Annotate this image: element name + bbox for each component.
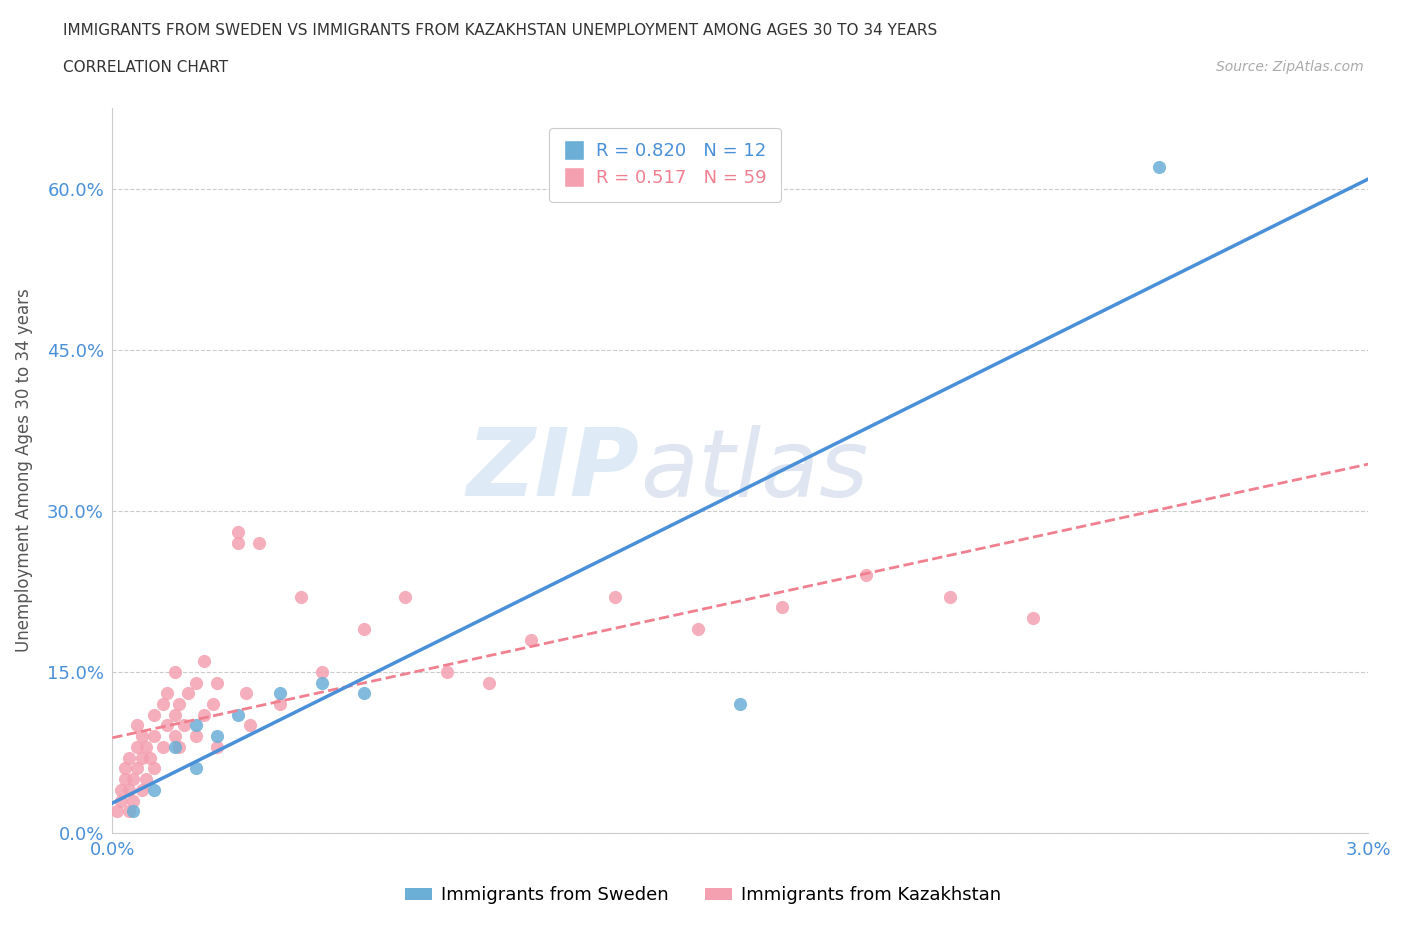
Point — [239, 718, 262, 733]
Point — [118, 751, 141, 765]
Point — [205, 729, 228, 744]
Point — [139, 751, 162, 765]
Point — [110, 793, 132, 808]
Point — [353, 621, 375, 636]
Point — [1022, 611, 1045, 626]
Point — [118, 782, 141, 797]
Point — [165, 729, 187, 744]
Point — [688, 621, 710, 636]
Point — [135, 772, 157, 787]
Point — [226, 536, 249, 551]
Legend: Immigrants from Sweden, Immigrants from Kazakhstan: Immigrants from Sweden, Immigrants from … — [398, 879, 1008, 911]
Point — [131, 751, 153, 765]
Point — [152, 697, 174, 711]
Point — [156, 685, 179, 700]
Point — [226, 525, 249, 539]
Text: atlas: atlas — [640, 425, 868, 516]
Point — [353, 685, 375, 700]
Point — [235, 685, 257, 700]
Point — [110, 782, 132, 797]
Point — [184, 718, 207, 733]
Point — [290, 590, 312, 604]
Point — [127, 739, 149, 754]
Point — [184, 761, 207, 776]
Point — [201, 697, 224, 711]
Point — [520, 632, 543, 647]
Text: IMMIGRANTS FROM SWEDEN VS IMMIGRANTS FROM KAZAKHSTAN UNEMPLOYMENT AMONG AGES 30 : IMMIGRANTS FROM SWEDEN VS IMMIGRANTS FRO… — [63, 23, 938, 38]
Point — [131, 782, 153, 797]
Point — [122, 772, 145, 787]
Point — [143, 782, 166, 797]
Point — [173, 718, 195, 733]
Point — [1147, 160, 1170, 175]
Point — [247, 536, 270, 551]
Point — [226, 708, 249, 723]
Point — [311, 664, 333, 679]
Point — [176, 685, 198, 700]
Point — [135, 739, 157, 754]
Point — [603, 590, 626, 604]
Point — [165, 664, 187, 679]
Point — [143, 708, 166, 723]
Point — [127, 718, 149, 733]
Point — [105, 804, 128, 818]
Point — [114, 772, 136, 787]
Point — [855, 567, 877, 582]
Point — [118, 804, 141, 818]
Point — [184, 729, 207, 744]
Point — [394, 590, 416, 604]
Point — [205, 675, 228, 690]
Point — [205, 739, 228, 754]
Point — [152, 739, 174, 754]
Point — [169, 739, 191, 754]
Point — [193, 654, 215, 669]
Point — [131, 729, 153, 744]
Point — [478, 675, 501, 690]
Point — [122, 804, 145, 818]
Point — [169, 697, 191, 711]
Text: Source: ZipAtlas.com: Source: ZipAtlas.com — [1216, 60, 1364, 74]
Point — [114, 761, 136, 776]
Point — [770, 600, 793, 615]
Point — [143, 729, 166, 744]
Point — [127, 761, 149, 776]
Point — [311, 675, 333, 690]
Point — [269, 685, 291, 700]
Point — [143, 761, 166, 776]
Point — [165, 739, 187, 754]
Text: CORRELATION CHART: CORRELATION CHART — [63, 60, 228, 75]
Point — [730, 697, 752, 711]
Text: ZIP: ZIP — [467, 424, 640, 516]
Point — [122, 793, 145, 808]
Point — [938, 590, 960, 604]
Point — [156, 718, 179, 733]
Point — [165, 708, 187, 723]
Legend: R = 0.820   N = 12, R = 0.517   N = 59: R = 0.820 N = 12, R = 0.517 N = 59 — [548, 128, 780, 202]
Point — [269, 697, 291, 711]
Point — [436, 664, 458, 679]
Point — [184, 675, 207, 690]
Point — [193, 708, 215, 723]
Y-axis label: Unemployment Among Ages 30 to 34 years: Unemployment Among Ages 30 to 34 years — [15, 288, 32, 652]
